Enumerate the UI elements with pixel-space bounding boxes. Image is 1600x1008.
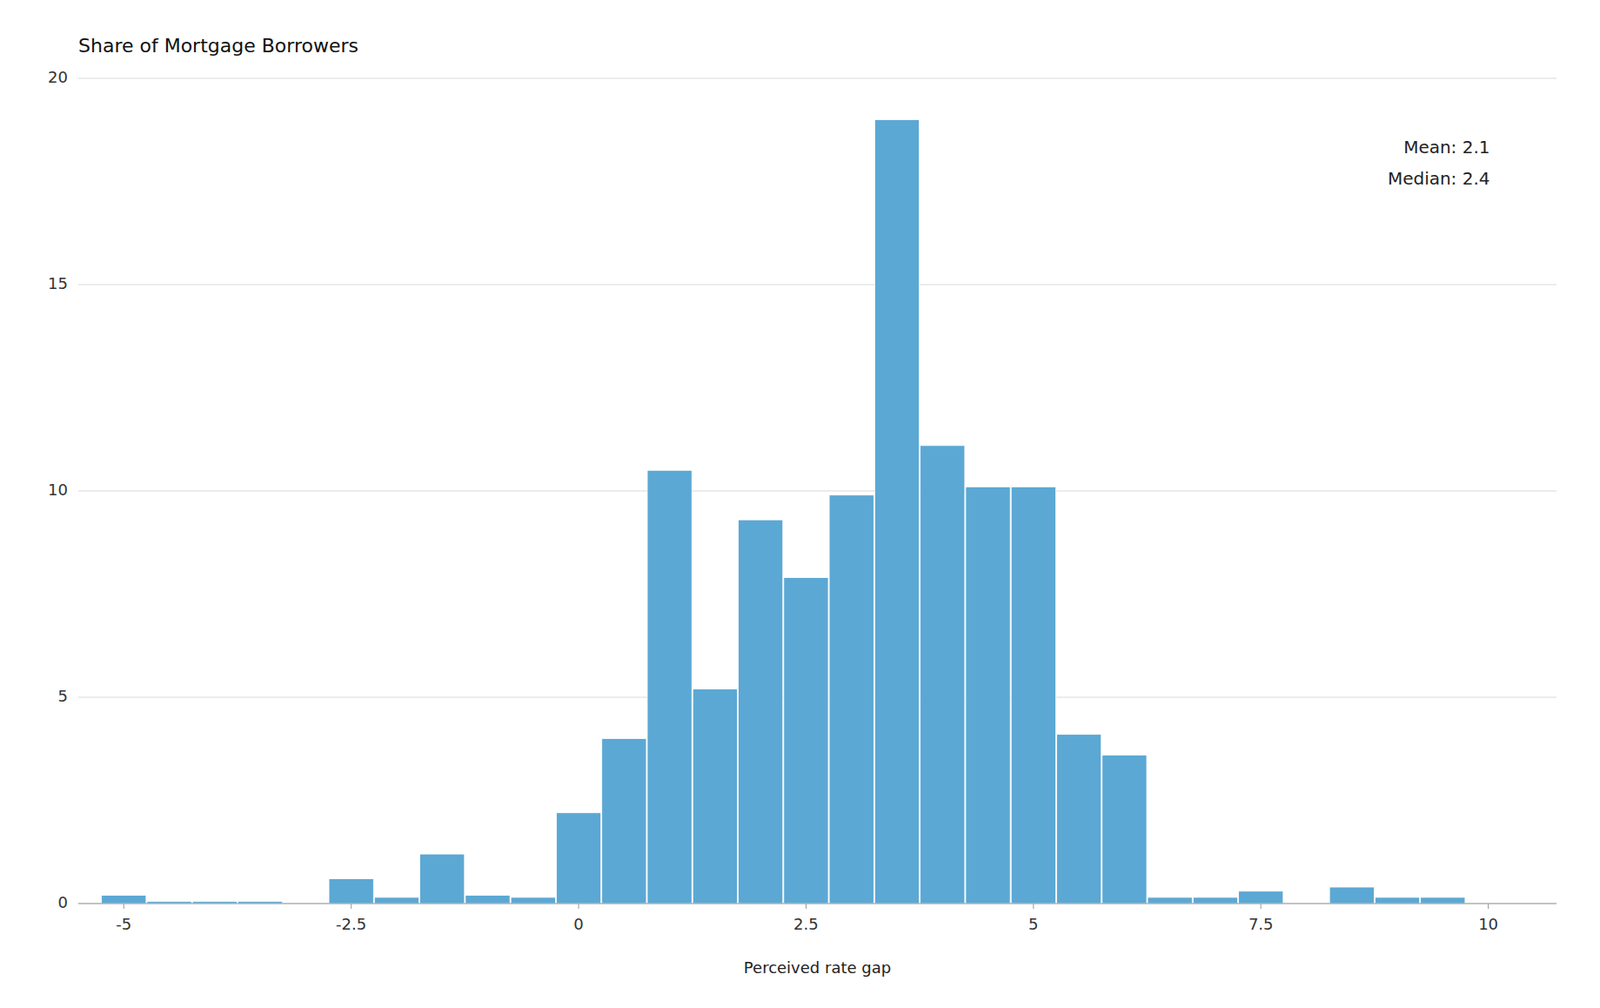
chart-title: Share of Mortgage Borrowers [78, 34, 359, 57]
x-tick-label: 0 [573, 914, 583, 933]
bar: 5: 10.1 [1010, 486, 1056, 904]
bar: 7.5: 0.3 [1238, 890, 1284, 904]
bar: 2: 9.3 [738, 519, 784, 904]
grid-line [78, 284, 1557, 286]
bar: 0: 2.2 [555, 812, 601, 904]
grid-line [78, 78, 1557, 80]
bar: 4: 11.1 [920, 445, 965, 904]
x-tick [1487, 903, 1489, 909]
bar: 1.5: 5.2 [692, 689, 737, 904]
x-tick-label: 7.5 [1248, 914, 1274, 933]
bar: 2.5: 7.9 [783, 577, 829, 904]
bar: 9.5: 0.15 [1420, 897, 1466, 904]
grid-line [78, 903, 1557, 904]
bar: 4.5: 10.1 [965, 486, 1011, 904]
grid-line [78, 490, 1557, 492]
x-axis-line [78, 903, 1557, 904]
bar: 3.5: 19 [874, 119, 919, 904]
x-tick [578, 903, 580, 909]
bar: -1.5: 1.2 [420, 853, 465, 904]
bar: 9: 0.15 [1374, 897, 1420, 904]
chart-svg: 0 5 10 15 20 -5: 0.2-4.5: 0.05-4: 0.05-3.5: 0… [0, 0, 1600, 1008]
annotation: Mean: 2.1 [1403, 136, 1490, 158]
x-tick [1260, 903, 1262, 909]
y-tick-label: 10 [47, 480, 68, 499]
bar: 0.5: 4 [602, 737, 647, 904]
x-axis-label: Perceived rate gap [743, 957, 891, 977]
y-tick-label: 5 [58, 686, 68, 705]
bar: -2: 0.15 [374, 897, 419, 904]
bar: 7: 0.15 [1192, 897, 1238, 904]
y-tick-label: 20 [47, 67, 68, 87]
bar: 1: 10.5 [647, 469, 692, 904]
bar: 6.5: 0.15 [1147, 897, 1192, 904]
bar: -2.5: 0.6 [328, 878, 374, 904]
bar: 6: 3.6 [1102, 754, 1147, 904]
y-tick-label: 0 [58, 892, 68, 911]
bar: 8.5: 0.4 [1329, 886, 1374, 904]
y-tick-label: 15 [47, 274, 68, 293]
bar: 3: 9.9 [829, 495, 874, 904]
bar: -5: 0.2 [101, 895, 147, 904]
x-tick-label: 5 [1028, 914, 1038, 933]
bars: -5: 0.2-4.5: 0.05-4: 0.05-3.5: 0.05-3: 0… [101, 119, 1466, 904]
x-tick-label: -2.5 [335, 914, 367, 933]
x-tick [123, 903, 125, 909]
x-tick [350, 903, 352, 909]
y-grid [78, 78, 1557, 904]
annotation: Median: 2.4 [1387, 167, 1491, 189]
bar: -0.5: 0.15 [510, 897, 556, 904]
bar: 5.5: 4.1 [1056, 734, 1101, 904]
x-tick-label: -5 [115, 914, 132, 933]
bar: -1: 0.2 [465, 895, 510, 904]
x-tick-label: 2.5 [793, 914, 819, 933]
chart-container: 0 5 10 15 20 -5: 0.2-4.5: 0.05-4: 0.05-3.5: 0… [0, 0, 1600, 1008]
x-tick [805, 903, 807, 909]
x-tick-label: 10 [1478, 914, 1499, 933]
x-tick [1032, 903, 1034, 909]
